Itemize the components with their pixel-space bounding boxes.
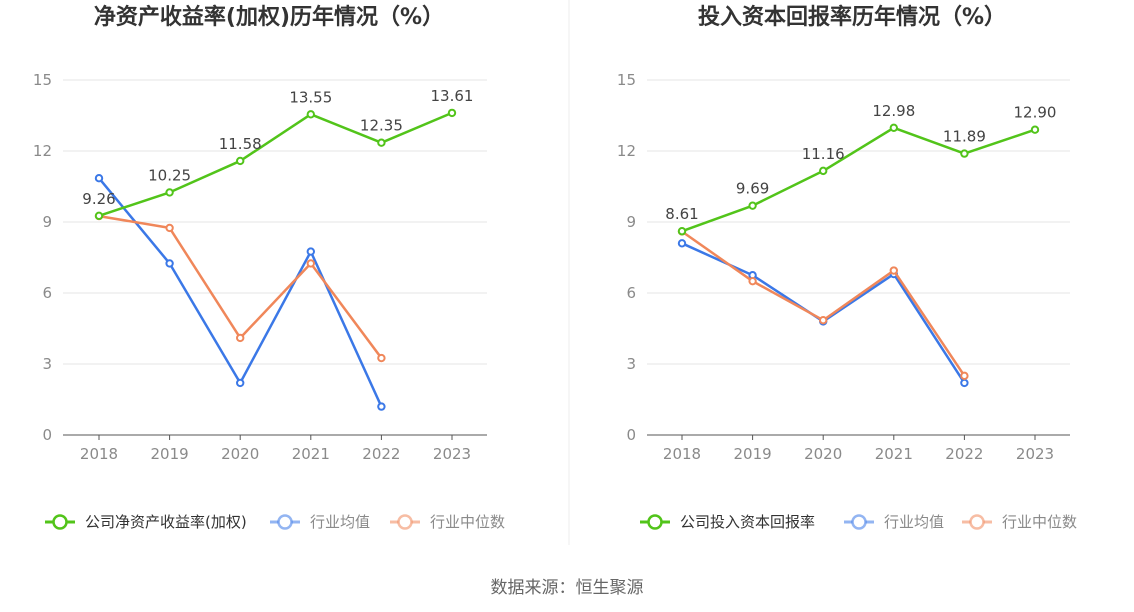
- data-point[interactable]: [960, 149, 969, 158]
- x-tick-label: 2022: [945, 445, 983, 463]
- y-tick-label: 15: [617, 71, 636, 89]
- data-point[interactable]: [377, 353, 386, 363]
- y-tick-label: 3: [42, 355, 52, 373]
- legend-swatch-marker: [851, 514, 867, 530]
- x-tick-label: 2019: [734, 445, 772, 463]
- data-label: 12.35: [360, 117, 403, 135]
- data-label: 11.16: [802, 145, 845, 163]
- x-tick-label: 2018: [80, 445, 118, 463]
- data-point[interactable]: [306, 247, 315, 256]
- chart-panel-1: 净资产收益率(加权)历年情况（%） 0 3 6 9 12 15 2018 2019 2020 202…: [33, 4, 505, 531]
- data-point[interactable]: [236, 333, 245, 343]
- y-tick-label: 6: [626, 284, 636, 302]
- data-label: 12.98: [872, 102, 915, 120]
- legend-swatch-marker: [397, 514, 413, 530]
- legend-item-3[interactable]: 行业中位数: [962, 513, 1077, 531]
- x-tick-label: 2020: [221, 445, 259, 463]
- legend-label: 行业均值: [310, 513, 370, 531]
- x-tick-label: 2021: [875, 445, 913, 463]
- y-tick-label: 9: [42, 213, 52, 231]
- data-point[interactable]: [677, 239, 687, 248]
- data-point[interactable]: [165, 259, 174, 268]
- series-line-3: [681, 230, 966, 377]
- legend-swatch-marker: [52, 514, 68, 530]
- legend-label: 行业中位数: [430, 513, 505, 531]
- chart-title: 投入资本回报率历年情况（%）: [698, 4, 1006, 30]
- data-label: 9.69: [736, 180, 769, 198]
- legend-swatch-marker: [647, 514, 663, 530]
- y-tick-label: 6: [42, 284, 52, 302]
- series-line-1: [681, 126, 1036, 233]
- legend-item-2[interactable]: 行业均值: [270, 513, 370, 531]
- y-tick-label: 0: [626, 426, 636, 444]
- x-tick-label: 2021: [292, 445, 330, 463]
- legend-item-3[interactable]: 行业中位数: [390, 513, 505, 531]
- series-line-1: [98, 111, 453, 218]
- data-source: 数据来源：恒生聚源: [491, 578, 644, 598]
- data-point[interactable]: [94, 174, 104, 183]
- data-point[interactable]: [236, 378, 245, 388]
- data-point[interactable]: [748, 201, 757, 210]
- data-point[interactable]: [377, 402, 386, 411]
- data-point[interactable]: [306, 259, 315, 268]
- x-tick-label: 2022: [362, 445, 400, 463]
- data-point[interactable]: [306, 110, 315, 119]
- data-point[interactable]: [960, 371, 969, 381]
- data-point[interactable]: [819, 316, 828, 325]
- data-point[interactable]: [677, 227, 687, 236]
- legend-swatch-marker: [277, 514, 293, 530]
- data-point[interactable]: [165, 223, 174, 233]
- x-tick-label: 2020: [804, 445, 842, 463]
- data-point[interactable]: [819, 166, 828, 176]
- data-label: 9.26: [82, 190, 115, 208]
- x-tick-label: 2019: [151, 445, 189, 463]
- legend-label: 行业中位数: [1002, 513, 1077, 531]
- data-point[interactable]: [447, 108, 457, 118]
- data-label: 13.61: [431, 87, 474, 105]
- y-tick-label: 12: [33, 142, 52, 160]
- legend-item-2[interactable]: 行业均值: [844, 513, 944, 531]
- y-tick-label: 15: [33, 71, 52, 89]
- legend-label: 公司投入资本回报率: [680, 513, 815, 531]
- data-point[interactable]: [94, 211, 104, 221]
- y-tick-label: 3: [626, 355, 636, 373]
- y-tick-label: 9: [626, 213, 636, 231]
- data-label: 11.58: [219, 135, 262, 153]
- data-label: 12.90: [1014, 104, 1057, 122]
- x-tick-label: 2018: [663, 445, 701, 463]
- legend-swatch-marker: [969, 514, 985, 530]
- chart-panel-2: 投入资本回报率历年情况（%） 0 3 6 9 12 15 2018 2019 2020 2021 20…: [617, 4, 1077, 531]
- legend-item-1[interactable]: 公司投入资本回报率: [640, 513, 815, 531]
- legend-label: 公司净资产收益率(加权): [85, 513, 247, 531]
- data-point[interactable]: [1030, 125, 1040, 134]
- data-label: 11.89: [943, 128, 986, 146]
- chart-title: 净资产收益率(加权)历年情况（%）: [94, 4, 444, 30]
- data-point[interactable]: [377, 138, 386, 147]
- x-tick-label: 2023: [433, 445, 471, 463]
- legend-item-1[interactable]: 公司净资产收益率(加权): [45, 513, 247, 531]
- data-point[interactable]: [165, 188, 174, 197]
- y-tick-label: 0: [42, 426, 52, 444]
- data-point[interactable]: [889, 266, 898, 275]
- y-tick-label: 12: [617, 142, 636, 160]
- data-label: 10.25: [148, 166, 191, 184]
- data-label: 13.55: [289, 88, 332, 106]
- data-point[interactable]: [889, 123, 898, 133]
- series-line-2: [98, 177, 383, 408]
- legend-label: 行业均值: [884, 513, 944, 531]
- data-point[interactable]: [236, 156, 245, 166]
- data-point[interactable]: [748, 276, 757, 286]
- data-point[interactable]: [960, 378, 969, 388]
- x-tick-label: 2023: [1016, 445, 1054, 463]
- data-label: 8.61: [665, 205, 698, 223]
